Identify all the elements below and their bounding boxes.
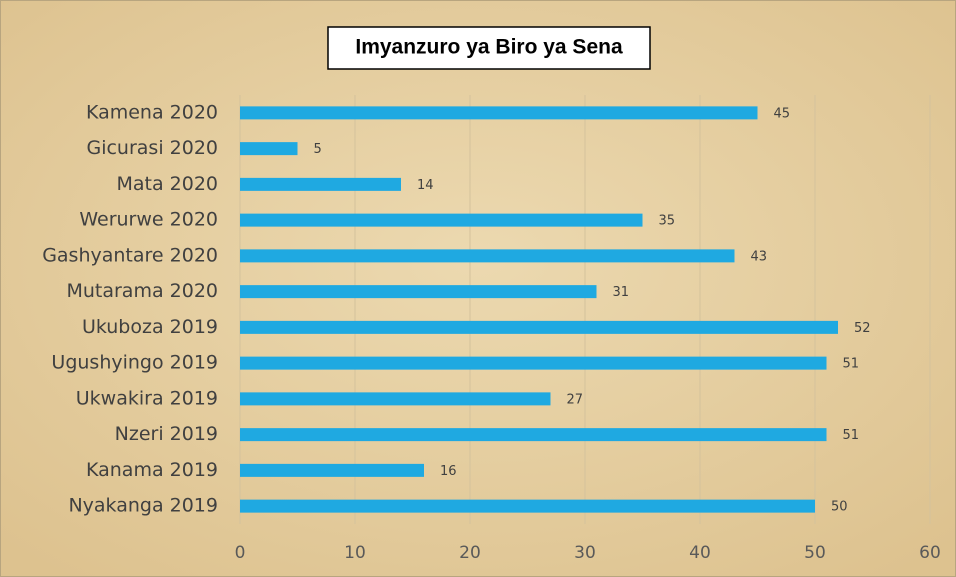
y-tick-label: Nyakanga 2019 xyxy=(68,495,218,517)
bar xyxy=(240,428,827,442)
data-label: 45 xyxy=(774,106,791,121)
y-tick-label: Ukuboza 2019 xyxy=(82,316,218,338)
data-label: 43 xyxy=(751,249,768,264)
y-tick-label: Kanama 2019 xyxy=(86,459,218,481)
y-tick-label: Nzeri 2019 xyxy=(115,423,218,445)
bar xyxy=(240,463,424,477)
bar xyxy=(240,320,838,334)
y-tick-label: Kamena 2020 xyxy=(86,101,218,123)
y-tick-label: Ugushyingo 2019 xyxy=(51,352,218,374)
bar xyxy=(240,213,643,227)
y-tick-label: Gashyantare 2020 xyxy=(42,244,218,266)
chart-title: Imyanzuro ya Biro ya Sena xyxy=(355,36,623,59)
y-tick-label: Mata 2020 xyxy=(116,173,218,195)
data-label: 51 xyxy=(843,357,860,372)
data-label: 35 xyxy=(659,214,676,229)
x-tick-label: 0 xyxy=(235,543,246,563)
x-tick-label: 60 xyxy=(919,543,941,563)
bar xyxy=(240,499,815,513)
x-tick-label: 20 xyxy=(459,543,481,563)
data-label: 50 xyxy=(831,500,848,515)
bar xyxy=(240,285,597,299)
bar xyxy=(240,106,758,120)
plot: 0 10 20 30 40 50 60 Kamena 2020 45 Gicurasi 2020 5… xyxy=(42,95,941,563)
data-label: 52 xyxy=(854,321,871,336)
x-tick-label: 10 xyxy=(344,543,366,563)
bar xyxy=(240,249,735,263)
bar xyxy=(240,142,298,156)
y-tick-label: Ukwakira 2019 xyxy=(76,387,218,409)
data-label: 27 xyxy=(567,392,584,407)
bar xyxy=(240,392,551,406)
data-label: 5 xyxy=(314,142,322,157)
data-label: 16 xyxy=(440,464,457,479)
y-tick-label: Gicurasi 2020 xyxy=(86,137,218,159)
x-tick-label: 50 xyxy=(804,543,826,563)
bar xyxy=(240,177,401,191)
data-label: 31 xyxy=(613,285,630,300)
bar xyxy=(240,356,827,370)
x-tick-label: 40 xyxy=(689,543,711,563)
data-label: 14 xyxy=(417,178,434,193)
data-label: 51 xyxy=(843,428,860,443)
title-box xyxy=(327,26,651,70)
y-tick-label: Mutarama 2020 xyxy=(66,280,218,302)
x-tick-label: 30 xyxy=(574,543,596,563)
y-tick-label: Werurwe 2020 xyxy=(79,209,218,231)
